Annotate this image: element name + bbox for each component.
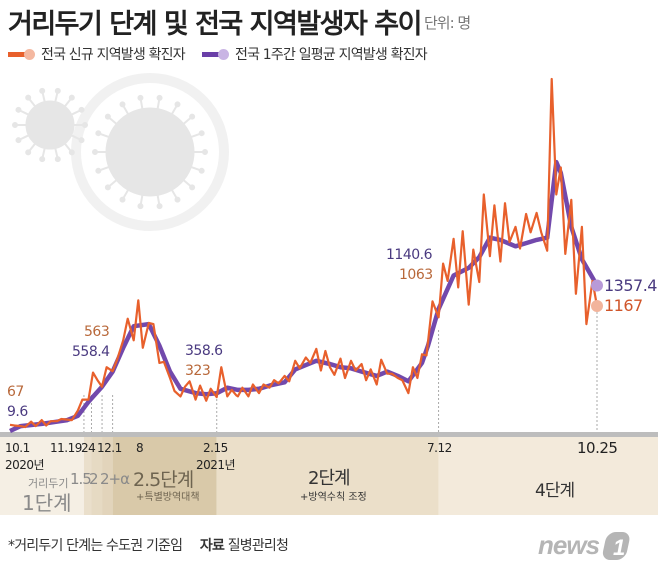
source: 질병관리청 bbox=[227, 538, 289, 554]
virus-spike-tip bbox=[54, 87, 61, 94]
x-tick-year: 2020년 bbox=[5, 458, 45, 472]
stage-band bbox=[0, 437, 84, 515]
annotation-daily-start: 67 bbox=[7, 384, 24, 400]
x-tick: 12.1 bbox=[97, 441, 122, 455]
annotation-avg-feb15: 358.6 bbox=[185, 343, 223, 359]
virus-spike-tip bbox=[39, 87, 46, 94]
x-tick: 24 bbox=[81, 441, 96, 455]
virus-spike-tip bbox=[95, 167, 102, 174]
stage-2-sub: +방역수칙 조정 bbox=[300, 492, 367, 503]
virus-spike-tip bbox=[25, 94, 32, 101]
stage-band bbox=[112, 437, 217, 515]
stage-2-5-sub: +특별방역대책 bbox=[136, 492, 200, 503]
virus-spike-tip bbox=[15, 106, 22, 113]
annotation-avg-end: 1357.4 bbox=[604, 276, 657, 295]
stage-prefix: 거리두기 bbox=[28, 477, 69, 490]
virus-spike-tip bbox=[54, 156, 61, 163]
virus-spike-tip bbox=[119, 196, 126, 203]
stage-band bbox=[102, 437, 113, 515]
annotation-avg-dec8: 558.4 bbox=[72, 344, 110, 360]
virus-decoration bbox=[12, 73, 229, 231]
source-label: 자료 bbox=[199, 538, 225, 554]
legend-dot-daily bbox=[24, 48, 35, 60]
virus-spike-tip bbox=[174, 196, 181, 203]
virus-spike-tip bbox=[68, 94, 75, 101]
footer: *거리두기 단계는 수도권 기준임 자료 질병관리청 bbox=[8, 535, 289, 555]
legend-item-average: 전국 1주간 일평균 지역발생 확진자 bbox=[202, 44, 428, 64]
virus-spike-tip bbox=[104, 184, 111, 191]
legend-swatch-average bbox=[202, 51, 222, 57]
annotation-avg-jul12: 1140.6 bbox=[386, 247, 433, 263]
stage-band bbox=[438, 437, 658, 515]
virus-spike-tip bbox=[198, 167, 205, 174]
x-tick: 2.15 bbox=[203, 441, 228, 455]
x-tick: 10.1 bbox=[5, 441, 30, 455]
daily-cases-line bbox=[9, 77, 599, 429]
stage-band bbox=[83, 437, 92, 515]
virus-spike-tip bbox=[137, 203, 144, 210]
footnote: *거리두기 단계는 수도권 기준임 bbox=[8, 538, 183, 554]
virus-spike-tip bbox=[156, 94, 163, 101]
svg-text:news: news bbox=[538, 530, 600, 560]
legend-swatch-daily bbox=[8, 51, 28, 57]
annotation-daily-jul12: 1063 bbox=[399, 267, 433, 283]
virus-spike-tip bbox=[137, 94, 144, 101]
virus-spike-tip bbox=[202, 149, 208, 155]
stage-2-5: 2.5단계 bbox=[133, 469, 194, 491]
virus-spike-tip bbox=[39, 156, 46, 163]
annotation-daily-feb15: 323 bbox=[185, 363, 211, 379]
x-tick: 10.25 bbox=[577, 439, 618, 457]
legend-label: 전국 1주간 일평균 지역발생 확진자 bbox=[235, 47, 428, 63]
virus-spike-tip bbox=[82, 122, 88, 128]
x-tick-year: 2021년 bbox=[196, 458, 236, 472]
legend-dot-average bbox=[218, 48, 229, 60]
stage-bands bbox=[0, 437, 658, 515]
x-axis-bar bbox=[0, 432, 658, 437]
stage-band bbox=[216, 437, 439, 515]
stage-2: 2단계 bbox=[308, 468, 351, 489]
legend-item-daily: 전국 신규 지역발생 확진자 bbox=[8, 44, 186, 64]
x-tick: 7.12 bbox=[427, 441, 452, 455]
virus-spike-tip bbox=[68, 149, 75, 156]
stage-2-early: 2 bbox=[89, 470, 99, 488]
virus-spike-tip bbox=[92, 149, 98, 155]
annotation-daily-dec8: 563 bbox=[84, 324, 110, 340]
virus-spike-tip bbox=[95, 130, 102, 137]
stage-1-5: 1.5 bbox=[70, 470, 92, 488]
stage-2-alpha: 2+α bbox=[100, 470, 130, 488]
virus-spike-tip bbox=[78, 106, 85, 113]
chart-title: 거리두기 단계 및 전국 지역발생자 추이 bbox=[8, 9, 422, 40]
svg-text:1: 1 bbox=[613, 535, 625, 560]
virus-spike-tip bbox=[174, 101, 181, 108]
virus-spike-tip bbox=[189, 184, 196, 191]
stage-band bbox=[91, 437, 103, 515]
virus-spike-tip bbox=[156, 203, 163, 210]
annotation-daily-end: 1167 bbox=[604, 296, 643, 315]
end-point-average bbox=[591, 279, 603, 292]
date-guides bbox=[83, 300, 598, 432]
virus-spike-tip bbox=[189, 113, 196, 120]
end-point-daily bbox=[591, 300, 603, 313]
news1-logo: news 1 bbox=[538, 528, 638, 566]
virus-spike-tip bbox=[25, 149, 32, 156]
virus-spike-tip bbox=[104, 113, 111, 120]
virus-spike-tip bbox=[78, 137, 85, 144]
virus-spike-tip bbox=[119, 101, 126, 108]
virus-spike-tip bbox=[198, 130, 205, 137]
stage-1: 1단계 bbox=[22, 491, 72, 515]
annotation-avg-start: 9.6 bbox=[7, 404, 28, 420]
legend-label: 전국 신규 지역발생 확진자 bbox=[41, 47, 186, 63]
weekly-average-line bbox=[9, 159, 599, 434]
x-tick: 8 bbox=[136, 441, 144, 455]
x-tick: 11.19 bbox=[50, 441, 82, 455]
virus-spike-tip bbox=[12, 122, 18, 128]
unit-label: 단위: 명 bbox=[424, 14, 471, 32]
stage-4: 4단계 bbox=[535, 481, 575, 501]
virus-spike-tip bbox=[15, 137, 22, 144]
